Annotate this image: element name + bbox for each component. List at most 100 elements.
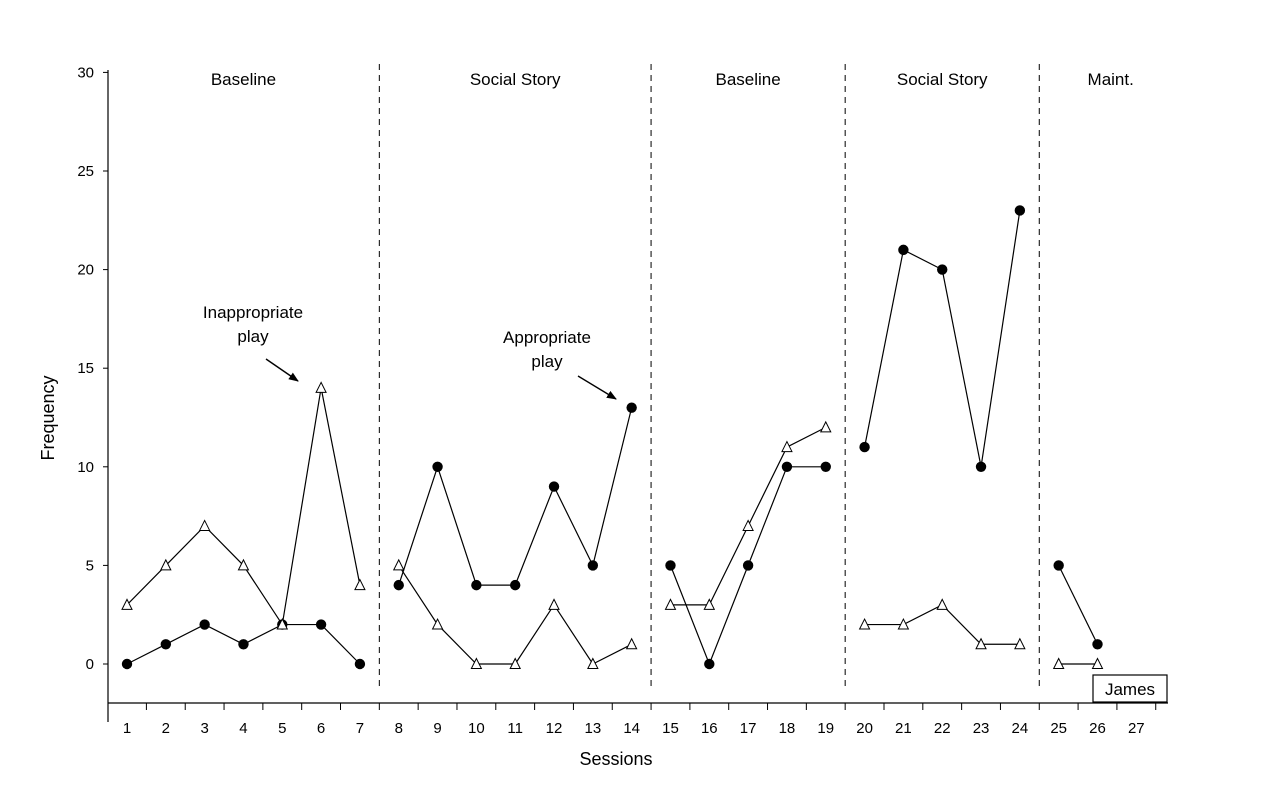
y-tick-label: 20 bbox=[77, 262, 94, 279]
participant-label-box: James bbox=[1092, 674, 1168, 703]
x-tick-label: 26 bbox=[1089, 720, 1106, 737]
data-point bbox=[742, 519, 754, 531]
data-point bbox=[937, 264, 948, 275]
x-tick-label: 11 bbox=[507, 720, 523, 737]
data-point bbox=[432, 461, 443, 472]
data-point bbox=[238, 639, 249, 650]
x-axis-title: Sessions bbox=[579, 749, 652, 769]
x-tick-label: 5 bbox=[278, 720, 286, 737]
data-point bbox=[898, 244, 909, 256]
x-tick-label: 1 bbox=[123, 720, 131, 737]
annotation-inappropriate-play: Inappropriate play bbox=[203, 303, 303, 382]
data-point bbox=[315, 619, 327, 630]
x-tick-label: 15 bbox=[662, 720, 679, 737]
annotation-arrow bbox=[265, 358, 299, 382]
phase-lines: Baseline Social Story Baseline Social Story… bbox=[211, 64, 1134, 688]
phase-label: Social Story bbox=[470, 70, 561, 89]
y-tick-label: 10 bbox=[77, 459, 94, 476]
y-tick-label: 30 bbox=[77, 64, 94, 81]
data-point bbox=[470, 657, 483, 669]
annotation-text: play bbox=[531, 352, 563, 371]
data-point bbox=[626, 402, 637, 413]
x-tick-label: 21 bbox=[895, 720, 912, 737]
y-tick-label: 0 bbox=[86, 656, 94, 673]
data-point bbox=[121, 658, 133, 670]
y-tick-label: 5 bbox=[86, 557, 94, 574]
data-point bbox=[859, 441, 870, 453]
y-tick-label: 15 bbox=[77, 360, 94, 377]
x-tick-label: 25 bbox=[1050, 720, 1067, 737]
data-point bbox=[704, 658, 715, 670]
data-point bbox=[665, 560, 676, 571]
data-point bbox=[198, 519, 211, 531]
series-line bbox=[863, 210, 1021, 467]
data-point bbox=[160, 558, 172, 571]
data-point bbox=[199, 619, 210, 630]
data-point bbox=[548, 481, 560, 492]
x-tick-label: 9 bbox=[433, 720, 441, 737]
data-point bbox=[625, 637, 638, 650]
data-point bbox=[703, 598, 716, 610]
series-line bbox=[864, 604, 1020, 645]
data-point bbox=[936, 598, 949, 610]
x-tick-label: 2 bbox=[162, 720, 170, 737]
data-point bbox=[781, 440, 793, 453]
x-tick-label: 24 bbox=[1012, 720, 1029, 737]
data-point bbox=[975, 637, 987, 650]
x-tick-label: 6 bbox=[317, 720, 325, 737]
data-point bbox=[431, 617, 444, 630]
series-line bbox=[1058, 565, 1099, 645]
data-point bbox=[742, 560, 754, 571]
x-tick-label: 16 bbox=[701, 720, 718, 737]
data-point bbox=[781, 461, 793, 472]
x-tick-label: 10 bbox=[468, 720, 485, 737]
x-tick-label: 12 bbox=[546, 720, 563, 737]
participant-label: James bbox=[1105, 680, 1155, 699]
x-tick-label: 20 bbox=[856, 720, 873, 737]
phase-label: Social Story bbox=[897, 70, 988, 89]
data-point bbox=[509, 657, 522, 669]
x-tick-label: 13 bbox=[584, 720, 601, 737]
annotation-text: play bbox=[237, 327, 269, 346]
data-point bbox=[471, 579, 482, 591]
data-point bbox=[820, 461, 831, 472]
data-point bbox=[121, 598, 133, 610]
series-line bbox=[126, 387, 361, 627]
data-point bbox=[392, 558, 405, 571]
data-point bbox=[1092, 639, 1103, 650]
data-point bbox=[587, 657, 599, 669]
series-appropriate-play bbox=[121, 205, 1103, 670]
data-point bbox=[237, 558, 250, 571]
data-point bbox=[664, 598, 677, 610]
data-series bbox=[121, 205, 1104, 670]
y-tick-label: 25 bbox=[77, 163, 94, 180]
data-point bbox=[160, 639, 172, 650]
data-point bbox=[1052, 657, 1065, 669]
x-tick-label: 7 bbox=[356, 720, 364, 737]
annotation-appropriate-play: Appropriate play bbox=[503, 328, 617, 400]
y-axis-title: Frequency bbox=[38, 375, 58, 460]
data-point bbox=[1014, 637, 1026, 650]
data-point bbox=[1091, 657, 1104, 669]
data-point bbox=[510, 579, 521, 591]
data-point bbox=[1014, 205, 1026, 216]
series-inappropriate-play bbox=[121, 381, 1104, 669]
data-point bbox=[354, 578, 366, 591]
x-tick-label: 8 bbox=[395, 720, 403, 737]
x-tick-label: 3 bbox=[200, 720, 208, 737]
annotation-arrow bbox=[577, 375, 617, 400]
x-tick-label: 17 bbox=[740, 720, 757, 737]
phase-label: Baseline bbox=[716, 70, 781, 89]
x-tick-label: 4 bbox=[239, 720, 247, 737]
annotation-text: Inappropriate bbox=[203, 303, 303, 322]
annotations: Inappropriate play Appropriate play bbox=[203, 303, 617, 400]
data-point bbox=[1053, 560, 1064, 571]
x-tick-label: 19 bbox=[817, 720, 834, 737]
data-point bbox=[897, 617, 910, 630]
data-point bbox=[276, 617, 289, 630]
data-point bbox=[393, 579, 404, 591]
phase-label: Maint. bbox=[1088, 70, 1134, 89]
